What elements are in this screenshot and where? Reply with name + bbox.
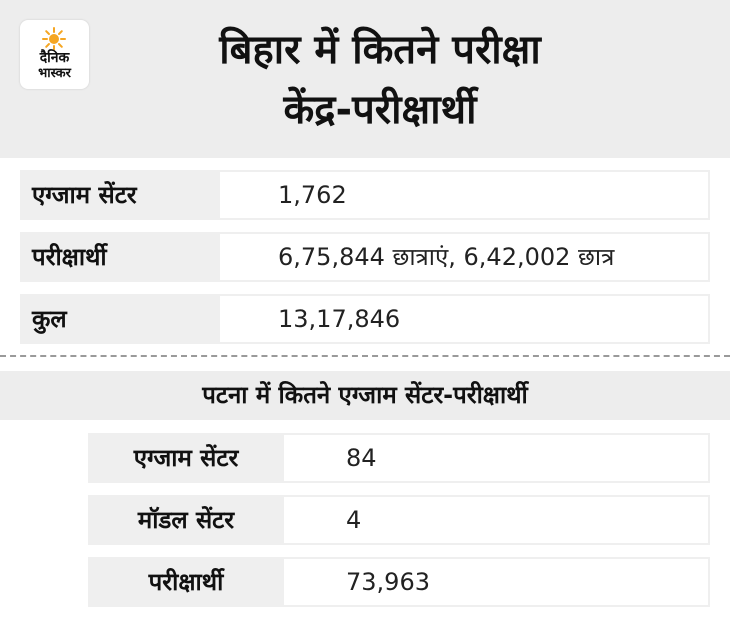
- patna-heading: पटना में कितने एग्जाम सेंटर-परीक्षार्थी: [0, 371, 730, 420]
- page-title: बिहार में कितने परीक्षा केंद्र-परीक्षार्…: [120, 20, 640, 140]
- table-row: कुल 13,17,846: [20, 294, 710, 344]
- row-label: एग्जाम सेंटर: [133, 444, 239, 472]
- table-row: एग्जाम सेंटर 84: [88, 433, 710, 483]
- sun-icon: [42, 27, 66, 51]
- row-label: कुल: [32, 305, 67, 333]
- title-line-2: केंद्र-परीक्षार्थी: [283, 87, 477, 133]
- logo-line-1: दैनिक: [39, 50, 70, 66]
- row-value: 4: [284, 497, 708, 543]
- table-row: परीक्षार्थी 6,75,844 छात्राएं, 6,42,002 …: [20, 232, 710, 282]
- table-row: मॉडल सेंटर 4: [88, 495, 710, 545]
- row-label: एग्जाम सेंटर: [32, 181, 137, 209]
- title-line-1: बिहार में कितने परीक्षा: [219, 27, 541, 73]
- row-value: 6,75,844 छात्राएं, 6,42,002 छात्र: [220, 234, 708, 280]
- row-value: 73,963: [284, 559, 708, 605]
- logo-line-2: भास्कर: [38, 66, 71, 81]
- row-label: मॉडल सेंटर: [137, 506, 235, 534]
- row-value: 13,17,846: [220, 296, 708, 342]
- row-label: परीक्षार्थी: [32, 243, 107, 271]
- row-value: 1,762: [220, 172, 708, 218]
- row-value: 84: [284, 435, 708, 481]
- dashed-divider: [0, 355, 730, 357]
- row-label: परीक्षार्थी: [148, 568, 224, 596]
- table-row: परीक्षार्थी 73,963: [88, 557, 710, 607]
- header-banner: दैनिक भास्कर बिहार में कितने परीक्षा कें…: [0, 0, 730, 158]
- dainik-bhaskar-logo: दैनिक भास्कर: [20, 20, 89, 89]
- table-row: एग्जाम सेंटर 1,762: [20, 170, 710, 220]
